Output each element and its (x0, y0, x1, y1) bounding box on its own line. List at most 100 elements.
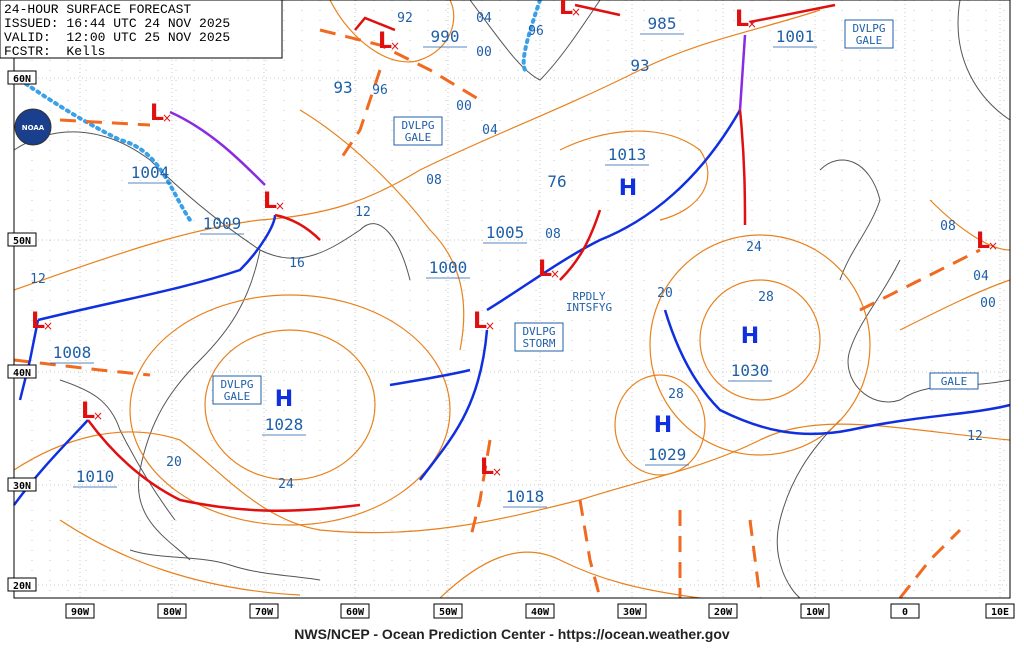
center-label: 76 (547, 172, 566, 191)
warning-text: GALE (224, 390, 251, 403)
center-pressure: 1001 (776, 27, 815, 46)
header-issued: ISSUED: 16:44 UTC 24 NOV 2025 (4, 16, 230, 31)
lon-box (249, 603, 279, 619)
trough (578, 499, 962, 599)
lon-label: 50W (439, 607, 458, 618)
warning-text: DVLPG (401, 119, 434, 132)
coast (957, 0, 1011, 121)
isobar-label: 04 (476, 11, 492, 26)
low-x: × (550, 267, 560, 281)
isobar-label: 92 (397, 11, 413, 26)
cold-front (419, 329, 489, 481)
warning-box (844, 19, 894, 49)
track-arrow (574, 3, 621, 17)
lon-label: 40W (531, 607, 550, 618)
low-symbol: L (31, 309, 45, 334)
high-symbol: H (619, 176, 637, 201)
isobar (329, 0, 455, 63)
lon-box (617, 603, 647, 619)
footer: NWS/NCEP - Ocean Prediction Center - htt… (294, 626, 730, 642)
occluded-front (738, 34, 747, 111)
lon-box (157, 603, 187, 619)
low-x: × (571, 5, 581, 19)
isobar-label: 12 (967, 429, 983, 444)
troughs (13, 28, 981, 599)
logo (14, 108, 52, 146)
low-x: × (43, 319, 53, 333)
center-label: 93 (630, 56, 649, 75)
lat-box (7, 477, 37, 492)
lon-label: 30W (623, 607, 642, 618)
center-pressure: 1005 (486, 223, 525, 242)
isobar-label: 20 (657, 286, 673, 301)
center-pressure: 1010 (76, 467, 115, 486)
low-symbol: L (81, 399, 95, 424)
warning-text: DVLPG (522, 325, 555, 338)
lon-box (433, 603, 463, 619)
header-valid: VALID: 12:00 UTC 25 NOV 2025 (4, 30, 230, 45)
cold-front (12, 419, 89, 506)
lon-box (525, 603, 555, 619)
lat-box (7, 364, 37, 379)
coast (13, 131, 411, 561)
isobar-label: 08 (545, 227, 561, 242)
isobar-label: 28 (668, 387, 684, 402)
trough (468, 439, 492, 541)
warning-text: DVLPG (852, 22, 885, 35)
warning-box (929, 372, 979, 390)
cold-front (486, 109, 742, 312)
lat-box (7, 70, 37, 85)
isobar (13, 423, 1011, 534)
isobar-label: 12 (30, 272, 46, 287)
header-box (0, 0, 283, 59)
labels: 60N 50N 40N 30N 20N 90W 80W 70W 60W 50W 40W 30W 20W 1… (7, 0, 1015, 619)
warning-box (393, 116, 443, 146)
low-x: × (747, 17, 757, 31)
warning-text: GALE (941, 375, 968, 388)
trough (338, 69, 382, 161)
remark-text: INTSFYG (566, 301, 612, 314)
trough (319, 28, 481, 102)
lat-box (7, 232, 37, 247)
isobar-label: 00 (980, 296, 996, 311)
lon-label: 0 (902, 607, 908, 618)
center-pressure: 1030 (731, 361, 770, 380)
center-pressure: 1029 (648, 445, 687, 464)
low-x: × (492, 465, 502, 479)
lon-label: 60W (346, 607, 365, 618)
lon-box (340, 603, 370, 619)
high-symbol: H (741, 324, 759, 349)
isobar (649, 234, 871, 456)
lon-box (65, 603, 95, 619)
lon-box (708, 603, 738, 619)
isobar-label: 08 (426, 173, 442, 188)
lat-label: 20N (13, 581, 31, 592)
center-pressure: 990 (431, 27, 460, 46)
center-pressure: 1008 (53, 343, 92, 362)
lat-label: 40N (13, 368, 31, 379)
low-symbol: L (559, 0, 573, 20)
isobar-label: 04 (482, 123, 498, 138)
cold-front (37, 214, 277, 322)
ice-line (18, 78, 192, 222)
warning-text: DVLPG (220, 378, 253, 391)
isobar-label: 12 (355, 205, 371, 220)
track-arrow (354, 16, 396, 32)
header-forecaster: FCSTR: Kells (4, 44, 105, 59)
logo-text: NOAA (22, 124, 45, 132)
isobar-label: 08 (940, 219, 956, 234)
fronts (12, 3, 1011, 512)
warning-text: GALE (856, 34, 883, 47)
coast (469, 0, 601, 81)
isobar (129, 294, 451, 526)
cold-front (663, 309, 1011, 436)
low-x: × (93, 409, 103, 423)
high-symbol: H (654, 413, 672, 438)
warning-text: GALE (405, 131, 432, 144)
center-pressure: 1018 (506, 487, 545, 506)
isobar-label: 20 (166, 455, 182, 470)
isobars (13, 0, 1011, 599)
isobar (204, 329, 376, 481)
warning-text: STORM (522, 337, 555, 350)
track-arrow (559, 209, 602, 281)
